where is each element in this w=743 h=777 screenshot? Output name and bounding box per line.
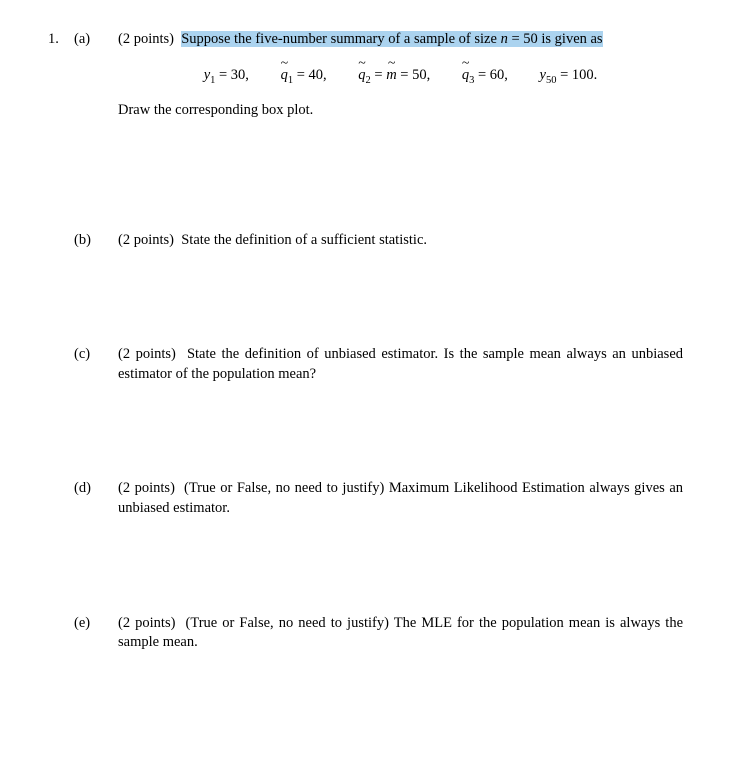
part-a-highlight: Suppose the five-number summary of a sam… — [181, 31, 602, 47]
eq-q3-rhs: = 60, — [474, 67, 508, 83]
eq-q2-rhs: = 50, — [397, 67, 431, 83]
eq-y1-rhs: = 30, — [215, 67, 249, 83]
eq-y1: y1 = 30, — [204, 66, 249, 86]
part-a-label: (a) — [74, 30, 90, 50]
eq-y50-rhs: = 100. — [556, 67, 597, 83]
problem-1: 1. (a) (2 points) Suppose the five-numbe… — [48, 30, 683, 653]
part-e: (e) (2 points) (True or False, no need t… — [48, 614, 683, 653]
part-b-points: (2 points) — [118, 232, 174, 248]
part-c-label: (c) — [74, 345, 90, 365]
part-c-text: State the definition of unbiased estimat… — [118, 346, 683, 382]
part-a-n: n — [501, 31, 508, 47]
eq-y50-sub: 50 — [546, 74, 557, 85]
eq-q1: q1 = 40, — [281, 66, 327, 86]
part-c-points: (2 points) — [118, 346, 176, 362]
part-e-text: (True or False, no need to justify) The … — [118, 615, 683, 651]
eq-q3: q3 = 60, — [462, 66, 508, 86]
eq-q2-m: m — [386, 66, 396, 86]
part-e-label: (e) — [74, 614, 90, 634]
part-b-label: (b) — [74, 231, 91, 251]
part-e-points: (2 points) — [118, 615, 175, 631]
part-a-equation-row: y1 = 30, q1 = 40, q2 = m = 50, q3 = 60, … — [118, 66, 683, 86]
eq-q3-sym: q — [462, 66, 469, 86]
eq-q1-rhs: = 40, — [293, 67, 327, 83]
part-a-intro-pre: Suppose the five-number summary of a sam… — [181, 31, 500, 47]
eq-q1-sym: q — [281, 66, 288, 86]
part-d-text: (True or False, no need to justify) Maxi… — [118, 480, 683, 516]
part-a: (a) (2 points) Suppose the five-number s… — [48, 30, 683, 121]
part-a-intro-eq: = 50 is given as — [508, 31, 603, 47]
eq-q2-mid: = — [371, 67, 386, 83]
part-b: (b) (2 points) State the definition of a… — [48, 231, 683, 251]
eq-q2: q2 = m = 50, — [358, 66, 430, 86]
part-a-after: Draw the corresponding box plot. — [118, 101, 683, 121]
part-c: (c) (2 points) State the definition of u… — [48, 345, 683, 384]
eq-y50: y50 = 100. — [540, 66, 598, 86]
part-d-label: (d) — [74, 479, 91, 499]
part-d-points: (2 points) — [118, 480, 175, 496]
eq-q2-sym: q — [358, 66, 365, 86]
part-b-text: State the definition of a sufficient sta… — [181, 232, 427, 248]
part-d: (d) (2 points) (True or False, no need t… — [48, 479, 683, 518]
part-a-points: (2 points) — [118, 31, 174, 47]
